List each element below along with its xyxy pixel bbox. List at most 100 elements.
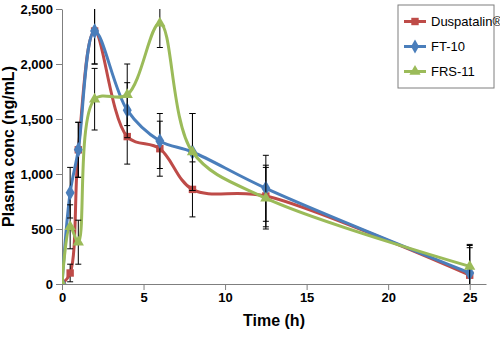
x-axis: 0 5 10 15 20 25 [59,284,487,305]
error-bar-cap [157,47,163,48]
error-bar [67,264,73,282]
legend: Duspatalin® FT-10 FRS-11 [398,5,500,88]
tick-mark [225,284,226,290]
error-bar-cap [124,64,130,65]
tick-mark [62,284,63,290]
error-bar-cap [67,248,73,249]
marker [187,145,198,155]
tick-label: 2,000 [20,57,53,72]
error-bar-cap [189,190,195,191]
error-bar-cap [263,167,269,168]
marker [65,220,76,230]
tick-mark [56,229,62,230]
tick: 0 [59,284,66,305]
tick-mark [56,64,62,65]
chart: 0 500 1,000 1,500 2,000 2,500 0 5 10 15 20 25 Time (… [0,0,500,340]
tick-label: 1,000 [20,167,53,182]
marker [74,142,83,158]
tick-label: 1,500 [20,112,53,127]
tick-label: 25 [463,290,477,305]
marker [62,277,68,284]
marker [122,88,133,98]
error-bar-cap [263,229,269,230]
tick-label: 2,500 [20,2,53,17]
tick-label: 10 [218,290,232,305]
error-bar-cap [75,177,81,178]
error-bar-cap [157,113,163,114]
error-bar-cap [157,168,163,169]
tick-label: 20 [381,290,395,305]
tick-label: 5 [140,290,147,305]
tick-label: 500 [31,222,53,237]
marker [66,185,75,201]
legend-label: FT-10 [431,39,465,54]
tick: 20 [381,284,395,305]
y-axis: 0 500 1,000 1,500 2,000 2,500 [20,2,62,292]
error-bar-cap [75,122,81,123]
tick-label: 15 [300,290,314,305]
tick-mark [388,284,389,290]
error-bar-cap [189,190,195,191]
tick-mark [144,284,145,290]
tick: 15 [300,284,314,305]
error-bar-cap [467,244,473,245]
marker [73,236,84,246]
legend-marker [411,18,418,25]
error-bar-cap [67,167,73,168]
error-bar-cap [157,176,163,177]
error-bar [157,9,163,48]
tick: 1,000 [20,167,62,182]
marker [464,260,475,270]
tick-mark [56,119,62,120]
tick-label: 0 [59,290,66,305]
marker [89,93,100,103]
error-bar-cap [92,64,98,65]
tick: 2,000 [20,57,62,72]
tick-mark [470,284,471,290]
tick: 5 [140,284,147,305]
tick-mark [56,9,62,10]
marker [155,133,164,149]
error-bar-cap [189,216,195,217]
marker [154,17,165,27]
error-bar-cap [92,130,98,131]
y-axis-title: Plasma conc (ng/mL) [0,66,17,227]
error-bar-cap [75,177,81,178]
tick-label: 0 [46,277,53,292]
tick-mark [56,284,62,285]
tick: 2,500 [20,2,62,17]
error-bar-cap [75,220,81,221]
error-bar-cap [67,281,73,282]
tick-mark [307,284,308,290]
error-bar-cap [75,122,81,123]
axis-line [62,10,63,285]
error-bar-cap [189,113,195,114]
error-bar-cap [92,68,98,69]
error-bar-cap [75,264,81,265]
legend-item: FRS-11 [404,64,475,79]
tick-mark [56,174,62,175]
error-bar-cap [124,125,130,126]
legend-marker [409,65,420,75]
error-bar-cap [189,113,195,114]
tick: 10 [218,284,232,305]
x-axis-title: Time (h) [243,312,305,329]
error-bar-cap [67,264,73,265]
legend-item: FT-10 [404,39,465,54]
plot: 0 500 1,000 1,500 2,000 2,500 0 5 10 15 20 25 [20,0,486,305]
error-bar-cap [263,155,269,156]
axis-line [63,284,487,285]
error-bar-stem [159,9,160,48]
data-area [62,9,475,284]
error-bar-cap [67,204,73,205]
legend-marker [411,40,419,54]
tick: 25 [463,284,477,305]
tick: 500 [31,222,62,237]
legend-label: FRS-11 [431,64,475,79]
error-bar-cap [124,137,130,138]
error-bar-cap [124,164,130,165]
marker [66,269,73,276]
legend-item: Duspatalin® [404,14,500,29]
marker [90,23,99,39]
marker [260,192,271,202]
